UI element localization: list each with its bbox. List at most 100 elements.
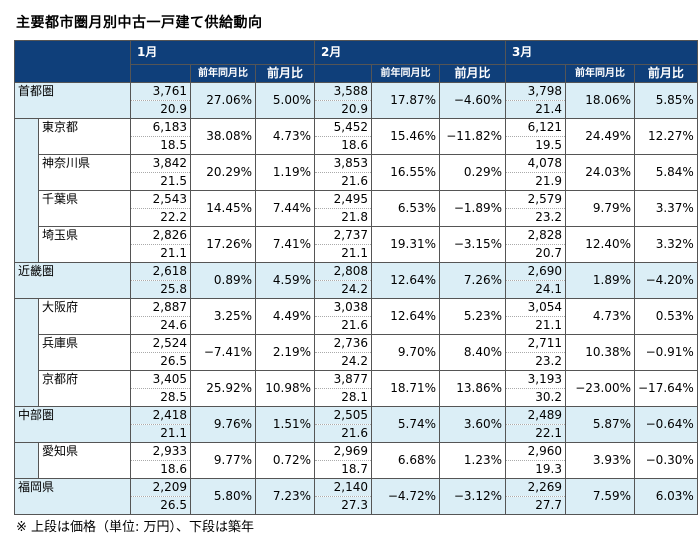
price-cell: 2,489 [505,406,566,425]
age-cell: 24.2 [314,280,372,299]
table-row: 千葉県 2,543 14.45% 7.44% 2,495 6.53% −1.89% 2,579… [14,190,698,227]
age-cell: 25.8 [130,280,191,299]
price-cell: 2,737 [314,226,372,245]
age-cell: 24.1 [505,280,566,299]
table-row-age: 21.1 21.1 20.7 [15,244,698,263]
price-cell: 6,183 [130,118,191,137]
yoy-cell: 5.87% [565,406,635,443]
age-cell: 20.9 [130,100,191,119]
mom-cell: 12.27% [634,118,698,155]
indent-cell [14,190,39,227]
header-price-3 [505,64,566,83]
table-row-age: 26.5 27.3 27.7 [15,496,698,515]
yoy-cell: 12.64% [371,298,440,335]
header-yoy-3: 前年同月比 [565,64,635,83]
age-cell: 18.5 [130,136,191,155]
header-yoy-2: 前年同月比 [371,64,440,83]
region-name: 首都圏 [14,82,131,119]
price-cell: 2,711 [505,334,566,353]
header-month-3: 3月 [505,40,698,65]
table-row: 神奈川県 3,842 20.29% 1.19% 3,853 16.55% 0.29% 4,07… [14,154,698,191]
table-row-age: 25.8 24.2 24.1 [15,280,698,299]
header-price-1 [130,64,191,83]
table-row-age: 20.9 20.9 21.4 [15,100,698,119]
mom-cell: 7.44% [255,190,315,227]
yoy-cell: 16.55% [371,154,440,191]
table-row-age: 21.1 21.6 22.1 [15,424,698,443]
yoy-cell: 9.76% [190,406,256,443]
yoy-cell: 14.45% [190,190,256,227]
indent-cell [14,118,39,155]
price-cell: 2,690 [505,262,566,281]
price-cell: 2,418 [130,406,191,425]
table-row: 東京都 6,183 38.08% 4.73% 5,452 15.46% −11.82% 6,1… [14,118,698,155]
mom-cell: 0.72% [255,442,315,479]
header-mom-3: 前月比 [634,64,698,83]
age-cell: 26.5 [130,496,191,515]
age-cell: 21.6 [314,172,372,191]
table-row: 埼玉県 2,826 17.26% 7.41% 2,737 19.31% −3.15% 2,82… [14,226,698,263]
mom-cell: −0.91% [634,334,698,371]
age-cell: 22.1 [505,424,566,443]
yoy-cell: 38.08% [190,118,256,155]
price-cell: 2,933 [130,442,191,461]
age-cell: 19.3 [505,460,566,479]
header-month-1: 1月 [130,40,315,65]
yoy-cell: 17.26% [190,226,256,263]
price-cell: 2,828 [505,226,566,245]
age-cell: 21.4 [505,100,566,119]
region-name: 福岡県 [14,478,131,515]
age-cell: 21.1 [130,244,191,263]
price-cell: 3,038 [314,298,372,317]
mom-cell: −1.89% [439,190,506,227]
footnote: ※ 上段は価格（単位: 万円）、下段は築年 [16,520,255,535]
prefecture-name: 兵庫県 [38,334,131,371]
age-cell: 20.7 [505,244,566,263]
mom-cell: 4.59% [255,262,315,299]
price-cell: 2,808 [314,262,372,281]
mom-cell: 5.84% [634,154,698,191]
age-cell: 18.6 [314,136,372,155]
yoy-cell: 9.77% [190,442,256,479]
price-cell: 2,543 [130,190,191,209]
price-cell: 3,761 [130,82,191,101]
mom-cell: 0.29% [439,154,506,191]
mom-cell: −11.82% [439,118,506,155]
mom-cell: −3.12% [439,478,506,515]
table-row: 大阪府 2,887 3.25% 4.49% 3,038 12.64% 5.23% 3,054 4… [14,298,698,335]
yoy-cell: 5.80% [190,478,256,515]
prefecture-name: 京都府 [38,370,131,407]
age-cell: 21.1 [314,244,372,263]
price-cell: 2,969 [314,442,372,461]
mom-cell: 4.73% [255,118,315,155]
age-cell: 18.7 [314,460,372,479]
mom-cell: 1.19% [255,154,315,191]
mom-cell: 1.23% [439,442,506,479]
mom-cell: 7.26% [439,262,506,299]
header-mom-2: 前月比 [439,64,506,83]
mom-cell: 7.23% [255,478,315,515]
mom-cell: −3.15% [439,226,506,263]
price-cell: 6,121 [505,118,566,137]
mom-cell: 3.32% [634,226,698,263]
table-row: 首都圏 3,761 27.06% 5.00% 3,588 17.87% −4.60% 3,79… [14,82,698,119]
indent-cell [14,334,39,371]
yoy-cell: 6.53% [371,190,440,227]
age-cell: 21.6 [314,424,372,443]
price-cell: 2,269 [505,478,566,497]
yoy-cell: 12.64% [371,262,440,299]
price-cell: 2,505 [314,406,372,425]
table-row: 兵庫県 2,524 −7.41% 2.19% 2,736 9.70% 8.40% 2,711 1… [14,334,698,371]
price-cell: 2,524 [130,334,191,353]
prefecture-name: 埼玉県 [38,226,131,263]
price-cell: 3,405 [130,370,191,389]
yoy-cell: 4.73% [565,298,635,335]
prefecture-name: 千葉県 [38,190,131,227]
table-row-age: 18.5 18.6 19.5 [15,136,698,155]
price-cell: 2,209 [130,478,191,497]
mom-cell: 13.86% [439,370,506,407]
indent-cell [14,442,39,479]
yoy-cell: 24.03% [565,154,635,191]
mom-cell: 1.51% [255,406,315,443]
table-row: 愛知県 2,933 9.77% 0.72% 2,969 6.68% 1.23% 2,960 3.… [14,442,698,479]
